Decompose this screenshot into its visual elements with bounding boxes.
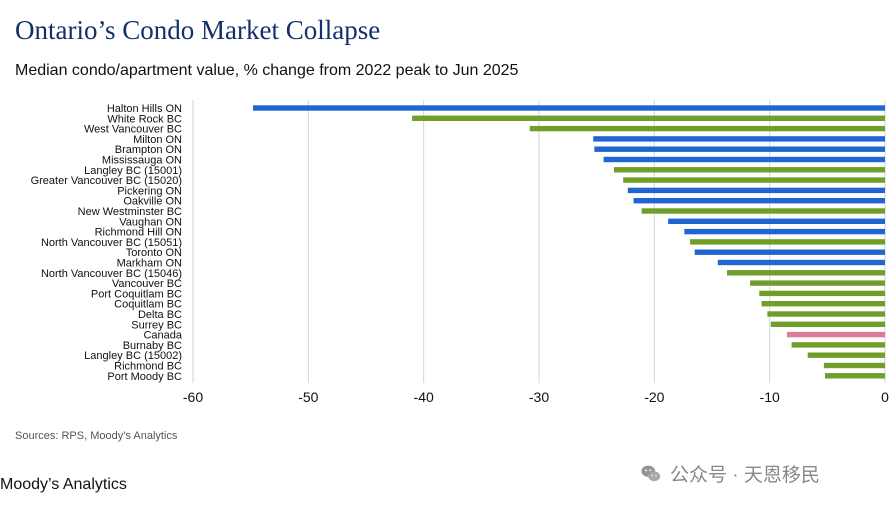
y-category-label: Milton ON — [133, 134, 182, 146]
y-category-label: White Rock BC — [107, 113, 182, 125]
y-category-label: Burnaby BC — [123, 340, 182, 352]
y-category-label: Halton Hills ON — [107, 103, 182, 115]
source-note: Sources: RPS, Moody’s Analytics — [15, 430, 178, 442]
chart-title: Ontario’s Condo Market Collapse — [15, 15, 381, 45]
bar — [767, 311, 885, 317]
x-tick-label: -20 — [644, 389, 664, 405]
bar — [593, 136, 885, 142]
x-tick-label: -60 — [183, 389, 203, 405]
y-category-label: Richmond BC — [114, 361, 182, 373]
y-category-label: Delta BC — [138, 309, 182, 321]
bar — [684, 228, 885, 235]
x-tick-label: -10 — [760, 389, 780, 405]
brand-label: Moody’s Analytics — [0, 476, 127, 493]
y-category-label: Toronto ON — [126, 247, 182, 259]
bar — [770, 321, 885, 327]
bar — [594, 146, 885, 152]
bar — [623, 177, 885, 183]
watermark: 公众号 · 天恩移民 — [640, 460, 820, 487]
y-category-label: North Vancouver BC (15051) — [41, 237, 182, 249]
wechat-icon — [641, 465, 661, 481]
y-category-label: Langley BC (15002) — [84, 350, 182, 362]
y-category-label: Canada — [143, 330, 182, 342]
chart-subtitle: Median condo/apartment value, % change f… — [15, 62, 519, 79]
y-category-label: North Vancouver BC (15046) — [41, 268, 182, 280]
y-category-label: Coquitlam BC — [114, 299, 182, 311]
bar — [823, 362, 885, 369]
bar — [825, 373, 885, 379]
y-category-label: Oakville ON — [123, 196, 182, 208]
y-category-label: Surrey BC — [131, 319, 182, 331]
y-category-label: Brampton ON — [115, 144, 182, 156]
bar — [641, 208, 885, 214]
bar — [807, 352, 885, 358]
x-tick-label: -40 — [414, 389, 434, 405]
y-category-label: Pickering ON — [117, 185, 182, 197]
y-category-label: Langley BC (15001) — [84, 165, 182, 177]
y-category-label: Mississauga ON — [102, 155, 182, 167]
bar — [791, 342, 885, 348]
y-category-label: New Westminster BC — [78, 206, 182, 218]
bar — [529, 125, 885, 132]
bar — [603, 156, 885, 163]
bar-chart: -60 -50 -40 -30 -20 -10 0 Halton Hills ONWhite … — [31, 100, 889, 405]
bar — [694, 249, 885, 255]
x-tick-label: 0 — [881, 389, 889, 405]
bar — [750, 280, 885, 286]
y-category-label: Vaughan ON — [119, 216, 182, 228]
bar — [633, 198, 885, 204]
x-tick-label: -30 — [529, 389, 549, 405]
bar — [613, 167, 885, 173]
bar — [668, 218, 885, 224]
bar — [726, 270, 885, 276]
watermark-text: 公众号 · 天恩移民 — [670, 465, 820, 486]
x-tick-label: -50 — [298, 389, 318, 405]
bar — [627, 187, 885, 194]
y-category-label: Port Moody BC — [107, 371, 182, 383]
bar — [759, 290, 885, 297]
y-category-label: Markham ON — [117, 258, 182, 270]
y-category-label: Vancouver BC — [112, 278, 182, 290]
bar — [717, 259, 885, 266]
bar — [786, 331, 885, 338]
y-category-label: Greater Vancouver BC (15020) — [31, 175, 182, 187]
bar — [412, 115, 885, 121]
y-category-label: Port Coquitlam BC — [91, 288, 182, 300]
y-category-label: Richmond Hill ON — [95, 227, 182, 239]
bar — [761, 301, 885, 307]
y-category-label: West Vancouver BC — [84, 124, 182, 136]
bar — [252, 105, 885, 111]
bar — [690, 239, 885, 245]
